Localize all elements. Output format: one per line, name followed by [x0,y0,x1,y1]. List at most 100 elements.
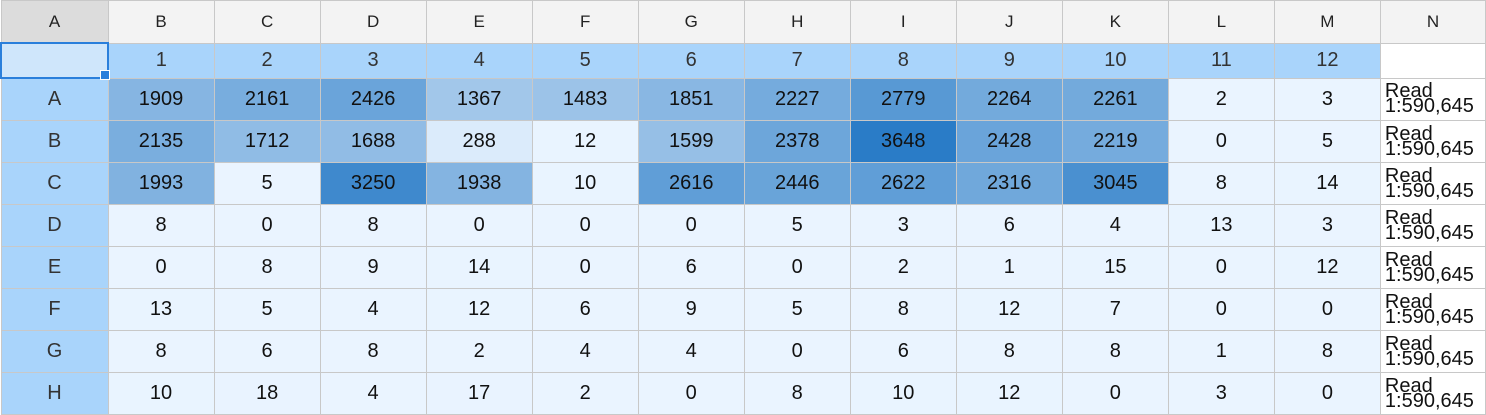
well-value[interactable]: 5 [743,288,851,331]
selection-fill-handle[interactable] [100,70,110,80]
well-value[interactable]: 2616 [637,162,745,205]
well-value[interactable]: 1688 [319,120,427,163]
well-value[interactable]: 3 [1273,204,1381,247]
well-value[interactable]: 4 [637,330,745,373]
well-value[interactable]: 0 [213,204,321,247]
well-value[interactable]: 8 [743,372,851,415]
well-value[interactable]: 9 [637,288,745,331]
row-label[interactable]: H [0,372,109,415]
well-value[interactable]: 6 [955,204,1063,247]
well-value[interactable]: 5 [213,288,321,331]
well-value[interactable]: 14 [1273,162,1381,205]
well-value[interactable]: 0 [637,204,745,247]
read-note[interactable]: Read 1:590,645 [1379,288,1486,331]
well-value[interactable]: 2622 [849,162,957,205]
well-value[interactable]: 0 [1061,372,1169,415]
plate-column-number[interactable]: 3 [319,42,427,79]
read-note[interactable]: Read 1:590,645 [1379,120,1486,163]
well-value[interactable]: 288 [425,120,533,163]
well-value[interactable]: 3 [849,204,957,247]
well-value[interactable]: 5 [1273,120,1381,163]
read-note[interactable]: Read 1:590,645 [1379,77,1486,121]
column-header-d[interactable]: D [319,0,427,44]
well-value[interactable]: 0 [1167,246,1275,289]
well-value[interactable]: 2446 [743,162,851,205]
column-header-h[interactable]: H [743,0,851,44]
well-value[interactable]: 1993 [107,162,215,205]
well-value[interactable]: 8 [1273,330,1381,373]
well-value[interactable]: 3 [1273,77,1381,121]
well-value[interactable]: 0 [1273,288,1381,331]
well-value[interactable]: 10 [531,162,639,205]
well-value[interactable]: 2261 [1061,77,1169,121]
well-value[interactable]: 2 [849,246,957,289]
well-value[interactable]: 12 [955,288,1063,331]
well-value[interactable]: 2161 [213,77,321,121]
read-note[interactable]: Read 1:590,645 [1379,330,1486,373]
column-header-m[interactable]: M [1273,0,1381,44]
plate-column-number[interactable]: 11 [1167,42,1275,79]
plate-column-number[interactable]: 6 [637,42,745,79]
well-value[interactable]: 8 [1061,330,1169,373]
well-value[interactable]: 4 [319,288,427,331]
row-label[interactable]: A [0,77,109,121]
well-value[interactable]: 8 [1167,162,1275,205]
well-value[interactable]: 12 [425,288,533,331]
well-value[interactable]: 1712 [213,120,321,163]
well-value[interactable]: 0 [1167,288,1275,331]
well-value[interactable]: 1599 [637,120,745,163]
column-header-b[interactable]: B [107,0,215,44]
well-value[interactable]: 5 [743,204,851,247]
well-value[interactable]: 2428 [955,120,1063,163]
well-value[interactable]: 12 [531,120,639,163]
read-note[interactable]: Read 1:590,645 [1379,372,1486,415]
column-header-k[interactable]: K [1061,0,1169,44]
well-value[interactable]: 2779 [849,77,957,121]
well-value[interactable]: 4 [531,330,639,373]
plate-column-number[interactable]: 12 [1273,42,1381,79]
well-value[interactable]: 17 [425,372,533,415]
well-value[interactable]: 10 [849,372,957,415]
well-value[interactable]: 0 [107,246,215,289]
row-label[interactable]: D [0,204,109,247]
well-value[interactable]: 8 [849,288,957,331]
well-value[interactable]: 4 [1061,204,1169,247]
row-label[interactable]: C [0,162,109,205]
plate-column-number[interactable]: 10 [1061,42,1169,79]
well-value[interactable]: 2219 [1061,120,1169,163]
well-value[interactable]: 6 [849,330,957,373]
well-value[interactable]: 0 [743,246,851,289]
well-value[interactable]: 18 [213,372,321,415]
well-value[interactable]: 1483 [531,77,639,121]
well-value[interactable]: 0 [1273,372,1381,415]
empty-cell[interactable] [1379,42,1486,79]
well-value[interactable]: 9 [319,246,427,289]
well-value[interactable]: 3 [1167,372,1275,415]
well-value[interactable]: 6 [637,246,745,289]
well-value[interactable]: 7 [1061,288,1169,331]
well-value[interactable]: 13 [1167,204,1275,247]
well-value[interactable]: 2135 [107,120,215,163]
well-value[interactable]: 8 [107,204,215,247]
row-label[interactable]: G [0,330,109,373]
well-value[interactable]: 6 [531,288,639,331]
well-value[interactable]: 1 [955,246,1063,289]
well-value[interactable]: 3250 [319,162,427,205]
plate-column-number[interactable]: 9 [955,42,1063,79]
plate-column-number[interactable]: 7 [743,42,851,79]
selected-cell[interactable] [0,42,110,79]
well-value[interactable]: 3045 [1061,162,1169,205]
column-header-f[interactable]: F [531,0,639,44]
well-value[interactable]: 1 [1167,330,1275,373]
well-value[interactable]: 3648 [849,120,957,163]
well-value[interactable]: 1851 [637,77,745,121]
well-value[interactable]: 1367 [425,77,533,121]
well-value[interactable]: 2227 [743,77,851,121]
well-value[interactable]: 8 [213,246,321,289]
well-value[interactable]: 6 [213,330,321,373]
well-value[interactable]: 2316 [955,162,1063,205]
well-value[interactable]: 1938 [425,162,533,205]
read-note[interactable]: Read 1:590,645 [1379,204,1486,247]
well-value[interactable]: 2 [1167,77,1275,121]
well-value[interactable]: 4 [319,372,427,415]
